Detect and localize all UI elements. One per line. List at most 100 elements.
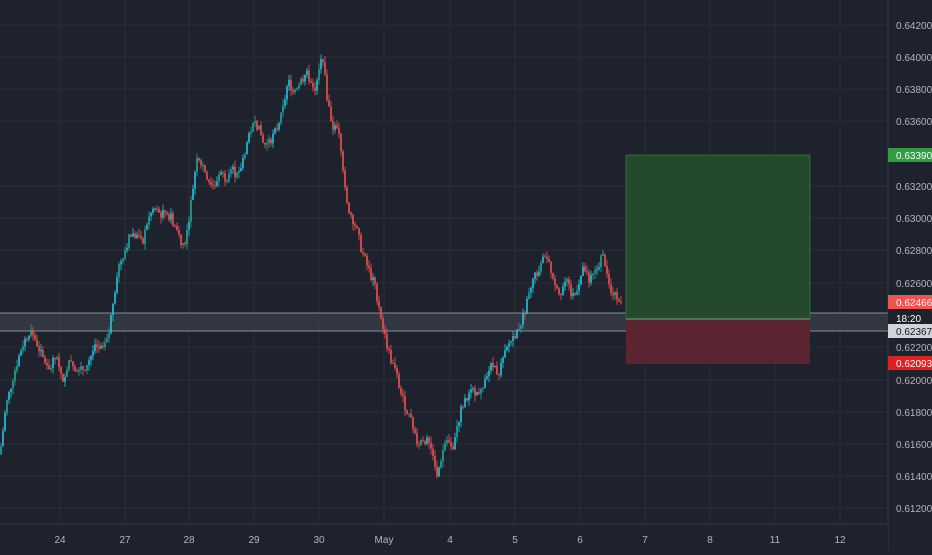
candle bbox=[224, 170, 226, 187]
candle bbox=[434, 450, 436, 472]
target-price-badge: 0.63390 bbox=[888, 148, 932, 162]
candle bbox=[318, 63, 320, 85]
time-label: 29 bbox=[248, 535, 260, 546]
time-label: 11 bbox=[770, 535, 781, 546]
candle bbox=[420, 438, 422, 447]
candle bbox=[448, 434, 450, 443]
candle bbox=[610, 278, 612, 297]
candle bbox=[494, 365, 496, 368]
candle bbox=[108, 326, 110, 343]
candle bbox=[566, 277, 568, 287]
candle bbox=[406, 409, 408, 415]
candle bbox=[142, 236, 144, 245]
long-position-tool[interactable] bbox=[625, 154, 811, 364]
candle bbox=[294, 88, 296, 95]
candle bbox=[122, 257, 124, 265]
candle bbox=[104, 337, 106, 351]
candle bbox=[598, 261, 600, 272]
candle bbox=[238, 166, 240, 179]
candle bbox=[528, 287, 530, 300]
candle bbox=[392, 359, 394, 364]
candle bbox=[484, 374, 486, 389]
candle bbox=[226, 178, 228, 184]
candle bbox=[536, 270, 538, 281]
candle bbox=[250, 126, 252, 138]
candle bbox=[244, 151, 246, 161]
candle bbox=[370, 263, 372, 282]
candle bbox=[96, 339, 98, 353]
candle bbox=[616, 287, 618, 306]
candle bbox=[12, 378, 14, 395]
candle bbox=[518, 322, 520, 331]
candle bbox=[380, 306, 382, 320]
candle bbox=[542, 253, 544, 264]
candle bbox=[534, 271, 536, 284]
candle bbox=[70, 355, 72, 362]
candle bbox=[8, 390, 10, 404]
candle bbox=[136, 231, 138, 240]
time-label: 6 bbox=[577, 535, 583, 546]
candle bbox=[80, 361, 82, 374]
candle bbox=[356, 224, 358, 229]
candle bbox=[194, 170, 196, 195]
candle bbox=[276, 123, 278, 132]
candle bbox=[164, 209, 166, 219]
candle bbox=[546, 251, 548, 263]
candle bbox=[24, 336, 26, 352]
candle bbox=[90, 355, 92, 367]
candle bbox=[572, 288, 574, 300]
candle bbox=[38, 341, 40, 357]
candle bbox=[374, 276, 376, 289]
candle bbox=[350, 211, 352, 219]
candle bbox=[580, 275, 582, 286]
candle bbox=[480, 387, 482, 400]
candle bbox=[590, 270, 592, 286]
candle bbox=[330, 101, 332, 122]
candle bbox=[64, 373, 66, 387]
candle bbox=[202, 161, 204, 172]
candle bbox=[156, 205, 158, 213]
candle bbox=[220, 169, 222, 176]
price-tick-label: 0.61200 bbox=[896, 504, 932, 515]
candle bbox=[18, 353, 20, 368]
candle bbox=[50, 364, 52, 373]
candle bbox=[474, 385, 476, 402]
loss-zone[interactable] bbox=[626, 319, 810, 364]
candle bbox=[22, 340, 24, 354]
candle bbox=[328, 94, 330, 108]
candle bbox=[478, 387, 480, 395]
candle bbox=[178, 225, 180, 238]
candle bbox=[266, 138, 268, 151]
candle bbox=[310, 77, 312, 84]
candle bbox=[94, 338, 96, 354]
price-axis[interactable]: 0.64200 0.64000 0.63800 0.63600 0.63200 0.630… bbox=[887, 0, 932, 550]
candle bbox=[170, 208, 172, 224]
candle bbox=[360, 232, 362, 253]
time-axis[interactable]: 24 27 28 29 30 May 4 5 6 7 8 11 12 bbox=[0, 523, 888, 550]
candle bbox=[180, 234, 182, 248]
candle bbox=[540, 260, 542, 276]
candle bbox=[56, 355, 58, 360]
candle bbox=[146, 222, 148, 231]
price-tick-label: 0.62000 bbox=[896, 376, 932, 387]
candle bbox=[556, 284, 558, 290]
profit-zone[interactable] bbox=[625, 154, 811, 320]
stop-price-badge: 0.62093 bbox=[888, 356, 932, 370]
candle bbox=[584, 262, 586, 273]
candle bbox=[190, 196, 192, 228]
candle bbox=[268, 134, 270, 148]
candle bbox=[532, 277, 534, 294]
candle bbox=[390, 344, 392, 365]
candle bbox=[126, 243, 128, 254]
price-tick-label: 0.61400 bbox=[896, 472, 932, 483]
candle bbox=[306, 67, 308, 79]
candle bbox=[410, 408, 412, 419]
candle bbox=[28, 335, 30, 342]
candle bbox=[128, 233, 130, 251]
candle bbox=[72, 361, 74, 371]
candle bbox=[544, 253, 546, 258]
candle bbox=[218, 171, 220, 187]
candle bbox=[422, 436, 424, 443]
